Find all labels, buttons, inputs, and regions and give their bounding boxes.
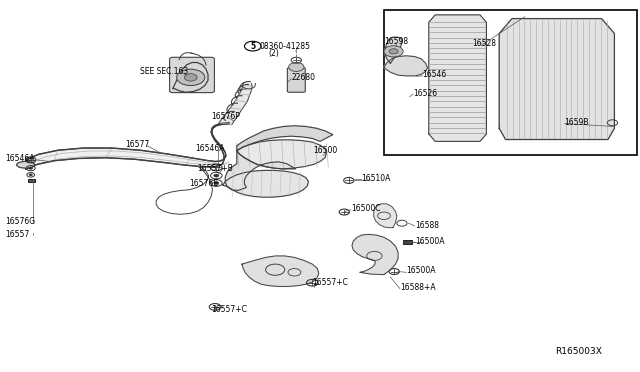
Text: 16546A: 16546A xyxy=(5,154,35,163)
Polygon shape xyxy=(225,151,296,190)
Circle shape xyxy=(29,167,33,169)
Polygon shape xyxy=(237,126,333,151)
Text: 16510A: 16510A xyxy=(362,174,391,183)
Circle shape xyxy=(214,174,219,177)
Text: 16576P: 16576P xyxy=(211,112,240,121)
Text: 16557+C: 16557+C xyxy=(312,278,348,287)
Text: (2): (2) xyxy=(269,49,280,58)
Text: 22680: 22680 xyxy=(291,73,315,82)
Text: 16500: 16500 xyxy=(314,146,338,155)
Circle shape xyxy=(29,174,33,176)
Polygon shape xyxy=(385,37,402,63)
Text: 16528: 16528 xyxy=(472,39,497,48)
Bar xyxy=(28,179,35,182)
Text: 16577: 16577 xyxy=(125,140,149,149)
Bar xyxy=(403,240,412,244)
Text: 16500A: 16500A xyxy=(406,266,436,275)
Circle shape xyxy=(389,49,398,54)
Text: 16557: 16557 xyxy=(5,230,29,239)
Circle shape xyxy=(177,69,205,86)
Text: 16576G: 16576G xyxy=(5,217,35,226)
Text: 1659B: 1659B xyxy=(564,118,589,126)
Ellipse shape xyxy=(17,161,35,168)
Circle shape xyxy=(184,74,197,81)
Polygon shape xyxy=(237,140,326,169)
Text: 16588: 16588 xyxy=(415,221,439,230)
Text: 16576E: 16576E xyxy=(189,179,218,187)
Text: 16598: 16598 xyxy=(384,37,408,46)
Polygon shape xyxy=(374,204,397,228)
Polygon shape xyxy=(219,83,252,125)
Polygon shape xyxy=(223,170,308,197)
Text: 16546: 16546 xyxy=(422,70,447,79)
Text: 08360-41285: 08360-41285 xyxy=(259,42,310,51)
Circle shape xyxy=(214,182,219,185)
Text: 16500A: 16500A xyxy=(415,237,444,246)
Polygon shape xyxy=(242,256,319,286)
Text: 16526: 16526 xyxy=(413,89,437,97)
Polygon shape xyxy=(429,15,486,141)
Text: 16557+C: 16557+C xyxy=(211,305,247,314)
Bar xyxy=(384,10,637,155)
Circle shape xyxy=(384,46,403,57)
Polygon shape xyxy=(499,19,614,140)
Polygon shape xyxy=(384,56,428,76)
Text: SEE SEC.163: SEE SEC.163 xyxy=(140,67,188,76)
Polygon shape xyxy=(26,123,229,169)
Text: 16557+B: 16557+B xyxy=(197,164,233,173)
Text: 16588+A: 16588+A xyxy=(400,283,436,292)
Polygon shape xyxy=(352,234,398,275)
FancyBboxPatch shape xyxy=(170,57,214,93)
Polygon shape xyxy=(173,62,208,92)
Text: 5: 5 xyxy=(250,42,255,51)
Text: R165003X: R165003X xyxy=(555,347,602,356)
FancyBboxPatch shape xyxy=(287,68,305,92)
Text: 16546A: 16546A xyxy=(195,144,225,153)
Circle shape xyxy=(289,62,304,71)
Text: 16500C: 16500C xyxy=(351,204,380,213)
